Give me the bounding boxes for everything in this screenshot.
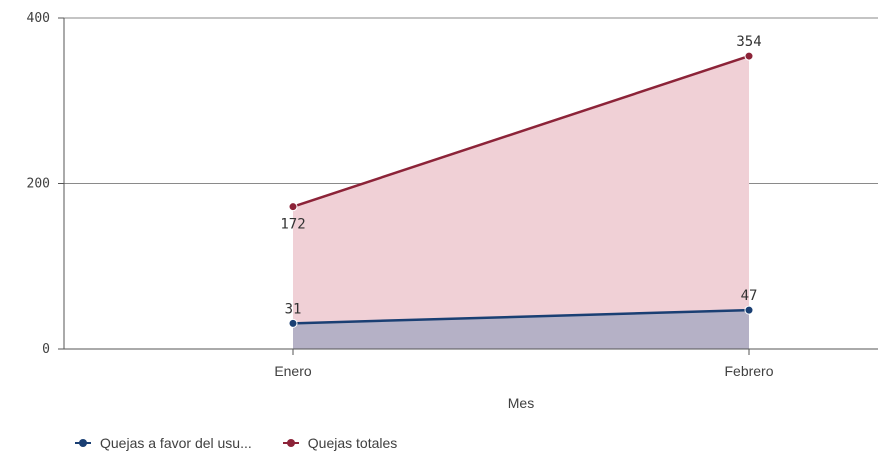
series-lines bbox=[292, 54, 750, 325]
y-tick-label: 0 bbox=[42, 342, 50, 357]
series-area bbox=[293, 56, 749, 349]
legend-label: Quejas totales bbox=[307, 435, 398, 451]
series-line bbox=[292, 54, 750, 208]
series-area bbox=[293, 310, 749, 349]
y-tick-label: 400 bbox=[27, 11, 50, 26]
legend-marker-icon bbox=[282, 438, 300, 448]
legend-item-quejas-a-favor[interactable]: Quejas a favor del usu... bbox=[74, 435, 252, 451]
series-points[interactable] bbox=[288, 51, 754, 328]
data-point[interactable] bbox=[744, 305, 754, 315]
data-label: 172 bbox=[280, 217, 305, 233]
data-point[interactable] bbox=[288, 318, 298, 328]
legend-label: Quejas a favor del usu... bbox=[100, 435, 252, 451]
data-label: 47 bbox=[741, 288, 758, 304]
axes: 0 200 400 Enero Febrero bbox=[27, 11, 878, 379]
data-point[interactable] bbox=[288, 202, 298, 212]
legend-item-quejas-totales[interactable]: Quejas totales bbox=[282, 435, 398, 451]
data-point[interactable] bbox=[744, 51, 754, 61]
x-axis-title: Mes bbox=[508, 395, 534, 411]
series-line bbox=[292, 308, 750, 325]
data-label: 354 bbox=[736, 34, 761, 50]
legend: Quejas a favor del usu... Quejas totales bbox=[74, 435, 397, 451]
y-tick-label: 200 bbox=[27, 177, 50, 192]
x-tick-label: Febrero bbox=[724, 363, 773, 379]
area-chart: 0 200 400 Enero Febrero 172 354 31 47 Mes bbox=[27, 11, 878, 411]
x-tick-label: Enero bbox=[274, 363, 312, 379]
series-areas bbox=[293, 56, 749, 349]
data-label: 31 bbox=[285, 301, 302, 317]
legend-marker-icon bbox=[74, 438, 92, 448]
data-labels: 172 354 31 47 bbox=[280, 34, 761, 317]
